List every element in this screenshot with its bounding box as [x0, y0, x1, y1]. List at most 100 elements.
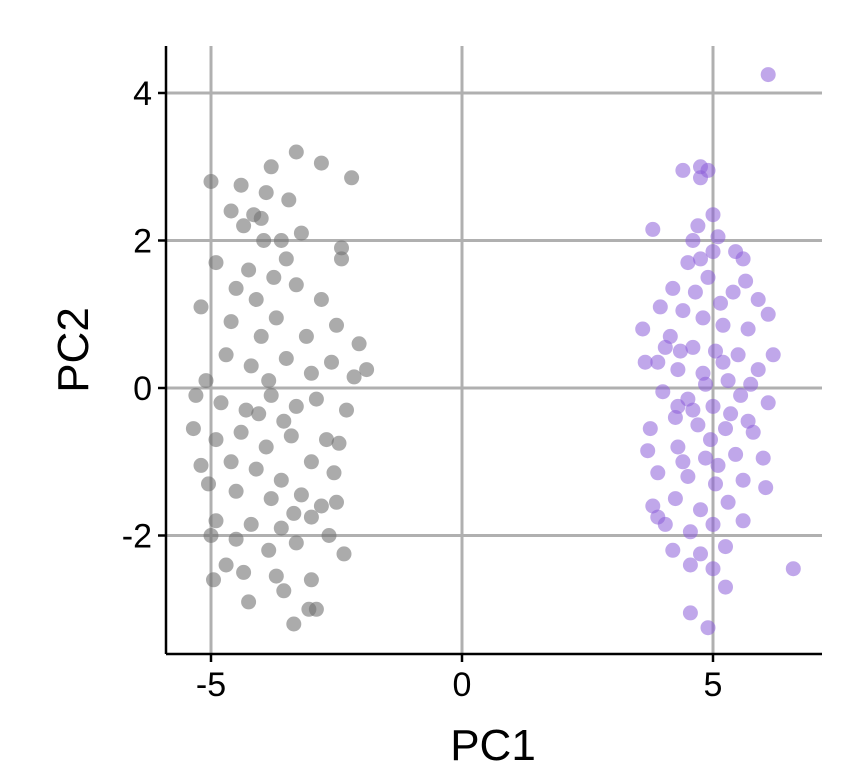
data-point [700, 620, 716, 636]
data-point [198, 373, 214, 389]
y-tick-label: -2 [122, 518, 152, 556]
data-point [331, 435, 347, 451]
data-point [728, 446, 744, 462]
data-point [758, 480, 774, 496]
y-tick-label: 0 [133, 370, 152, 408]
data-point [346, 369, 362, 385]
data-point [730, 347, 746, 363]
data-point [693, 546, 708, 562]
data-point [303, 454, 319, 470]
data-point [635, 321, 651, 337]
data-point [760, 67, 776, 83]
data-point [251, 406, 267, 422]
data-point [238, 402, 254, 418]
data-point [203, 528, 219, 543]
data-point [723, 406, 739, 422]
data-point [705, 516, 721, 532]
data-point [223, 454, 239, 470]
data-point [261, 373, 277, 389]
data-point [218, 347, 234, 363]
x-axis-title: PC1 [450, 721, 536, 770]
data-point [710, 457, 726, 473]
data-point [359, 362, 375, 378]
data-point [233, 424, 249, 440]
data-point [283, 428, 299, 444]
data-point [286, 505, 302, 521]
data-point [293, 487, 309, 503]
data-point [276, 413, 292, 429]
y-tick-label: 4 [133, 75, 152, 113]
data-point [336, 546, 352, 562]
data-point [740, 321, 756, 337]
data-point [213, 395, 229, 411]
data-point [745, 424, 761, 440]
data-point [755, 450, 771, 466]
axes [158, 46, 822, 662]
data-point [266, 269, 282, 285]
data-point [738, 273, 754, 289]
data-point [329, 317, 344, 333]
data-point [675, 454, 691, 470]
data-point [682, 605, 698, 621]
data-point [665, 542, 681, 558]
data-point [246, 207, 262, 223]
data-point [273, 472, 289, 488]
data-point [233, 177, 249, 193]
x-tick-label: 0 [453, 666, 472, 704]
data-point [236, 218, 252, 234]
data-point [750, 292, 766, 307]
data-point [303, 365, 319, 381]
data-point [652, 299, 668, 315]
data-point [288, 144, 304, 160]
data-point [218, 557, 234, 573]
data-point [718, 579, 733, 595]
data-point [313, 498, 329, 514]
data-point [228, 280, 244, 296]
data-point [765, 347, 781, 363]
data-point [682, 524, 698, 540]
data-point [708, 476, 723, 492]
data-point [208, 255, 224, 271]
data-point [720, 494, 736, 510]
data-point [693, 502, 708, 518]
data-point [223, 314, 239, 330]
data-point [693, 251, 708, 267]
data-point [637, 354, 653, 370]
data-point [685, 402, 701, 418]
data-point [188, 387, 204, 403]
data-point [256, 233, 272, 248]
data-point [273, 233, 289, 248]
data-point [670, 398, 686, 414]
data-point [700, 269, 716, 285]
data-point [248, 461, 264, 477]
data-point [705, 561, 721, 577]
data-point [273, 520, 289, 536]
data-point [263, 491, 279, 507]
data-point [743, 376, 759, 392]
data-point [705, 244, 721, 260]
data-point [276, 583, 292, 599]
data-point [657, 339, 673, 355]
data-point [319, 432, 334, 448]
data-point [715, 354, 731, 370]
data-point [268, 568, 284, 584]
data-point [650, 509, 666, 525]
data-point [713, 295, 728, 311]
data-point [785, 561, 801, 577]
data-point [263, 387, 279, 403]
data-point [695, 310, 711, 326]
data-point [685, 233, 701, 248]
data-point [228, 483, 244, 499]
data-point [201, 476, 216, 492]
data-point [308, 391, 324, 407]
data-point [344, 170, 360, 186]
data-point [206, 572, 221, 588]
y-tick-labels: -2 0 2 4 [122, 75, 152, 556]
data-point [288, 398, 304, 414]
x-tick-label: -5 [196, 666, 226, 704]
data-point [193, 299, 209, 315]
data-point [670, 362, 686, 378]
data-point [298, 328, 314, 344]
data-point [725, 284, 741, 300]
